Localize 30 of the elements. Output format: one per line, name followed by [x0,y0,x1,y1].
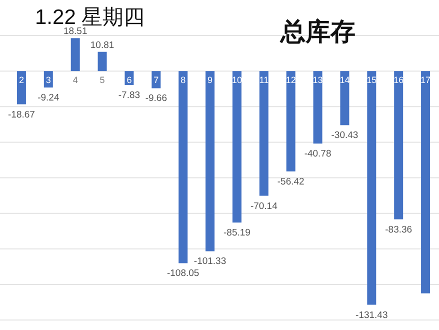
x-tick-label: 17 [420,75,431,86]
x-tick-label: 2 [18,75,24,86]
x-tick-label: 10 [232,75,242,86]
x-tick-label: 6 [126,75,132,86]
x-tick-label: 7 [154,75,159,86]
data-label: -131.43 [356,310,388,321]
data-label: 10.81 [90,40,114,51]
data-label: -56.42 [277,176,304,188]
data-label: -83.36 [385,224,412,236]
data-label: -108.05 [166,268,200,280]
data-label: -40.78 [304,148,332,160]
data-label: 18.51 [63,26,88,38]
x-tick-label: 9 [208,75,213,86]
chart-subtitle: 1.22 星期四 [35,6,145,29]
x-tick-label: 3 [46,75,51,86]
data-label: -70.14 [250,200,278,212]
x-tick-label: 12 [286,75,296,86]
data-label: -30.43 [331,130,358,142]
data-label: -101.33 [194,256,226,268]
data-label: -85.19 [224,228,250,239]
x-tick-label: 5 [100,75,105,86]
x-tick-label: 13 [312,75,323,86]
x-tick-label: 8 [180,75,186,86]
data-label: -9.66 [145,93,167,104]
x-tick-label: 11 [259,75,269,86]
data-label: -9.24 [38,92,60,104]
data-label: -7.83 [118,90,140,101]
x-tick-label: 4 [72,75,78,86]
chart-title: 总库存 [280,18,356,46]
data-label: -18.67 [8,109,35,120]
